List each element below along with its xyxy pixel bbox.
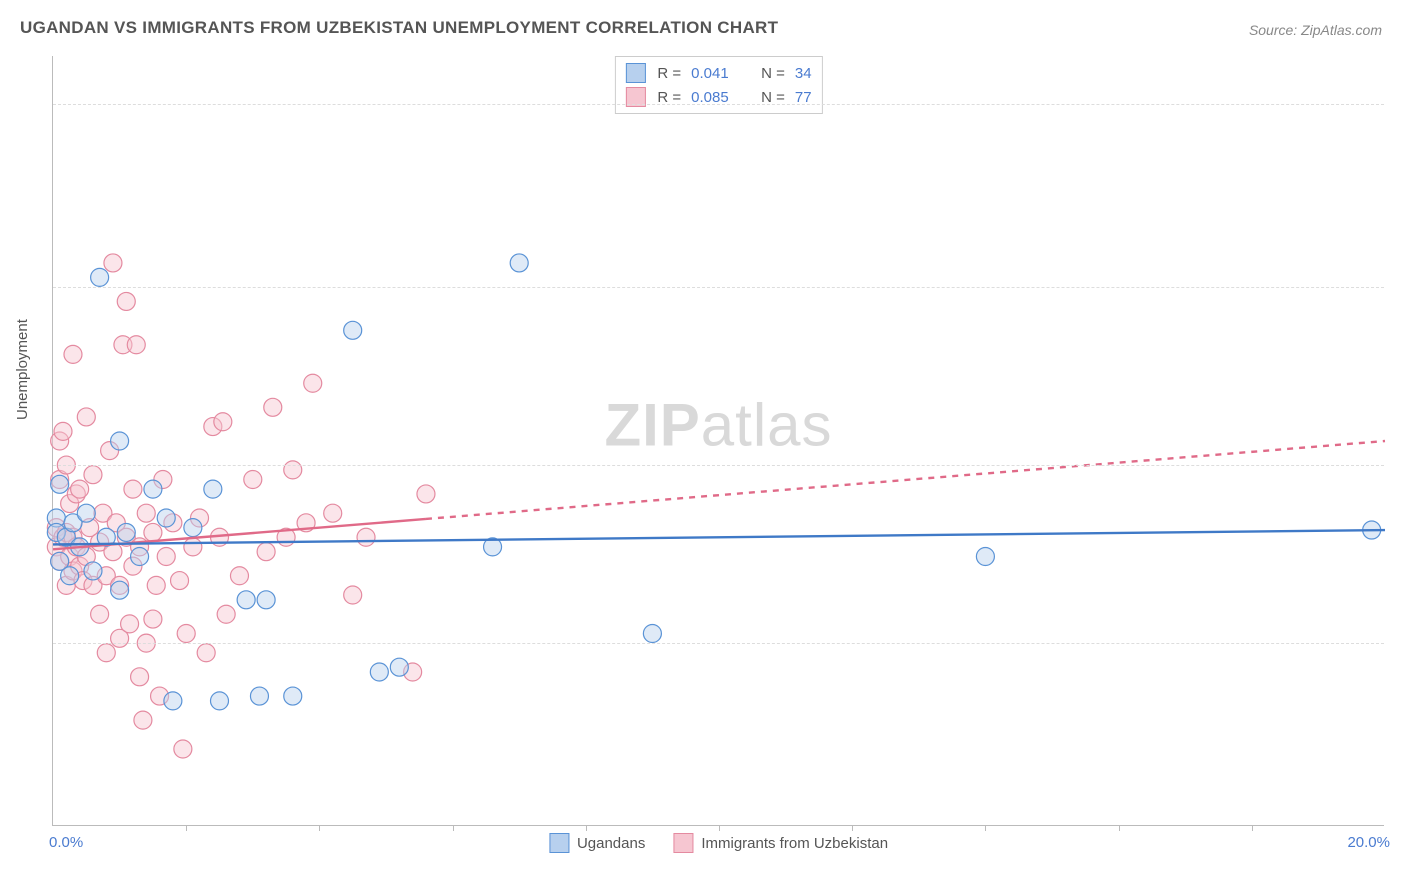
y-tick-label: 7.5% <box>1394 457 1406 474</box>
x-tick-mark <box>453 825 454 831</box>
source-attribution: Source: ZipAtlas.com <box>1249 22 1382 38</box>
x-tick-mark <box>319 825 320 831</box>
chart-svg <box>53 56 1384 825</box>
x-tick-mark <box>586 825 587 831</box>
swatch-pink <box>673 833 693 853</box>
y-axis-label: Unemployment <box>14 319 31 420</box>
x-tick-min: 0.0% <box>49 834 83 851</box>
x-tick-mark <box>1252 825 1253 831</box>
y-tick-label: 3.8% <box>1394 635 1406 652</box>
x-tick-mark <box>852 825 853 831</box>
x-tick-mark <box>985 825 986 831</box>
chart-title: UGANDAN VS IMMIGRANTS FROM UZBEKISTAN UN… <box>20 18 778 38</box>
plot-area: ZIPatlas R =0.041 N =34 R =0.085 N =77 0… <box>52 56 1384 826</box>
x-tick-max: 20.0% <box>1347 834 1390 851</box>
y-tick-label: 15.0% <box>1394 96 1406 113</box>
gridline <box>53 104 1384 105</box>
x-tick-mark <box>719 825 720 831</box>
x-tick-mark <box>186 825 187 831</box>
y-tick-label: 11.2% <box>1394 279 1406 296</box>
x-tick-mark <box>1119 825 1120 831</box>
gridline <box>53 287 1384 288</box>
swatch-blue <box>549 833 569 853</box>
gridline <box>53 465 1384 466</box>
legend-item-uzbekistan: Immigrants from Uzbekistan <box>673 833 888 853</box>
gridline <box>53 643 1384 644</box>
legend-item-ugandans: Ugandans <box>549 833 645 853</box>
series-legend: Ugandans Immigrants from Uzbekistan <box>549 833 888 853</box>
